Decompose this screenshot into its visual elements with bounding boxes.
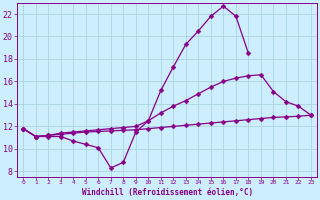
X-axis label: Windchill (Refroidissement éolien,°C): Windchill (Refroidissement éolien,°C) <box>82 188 253 197</box>
